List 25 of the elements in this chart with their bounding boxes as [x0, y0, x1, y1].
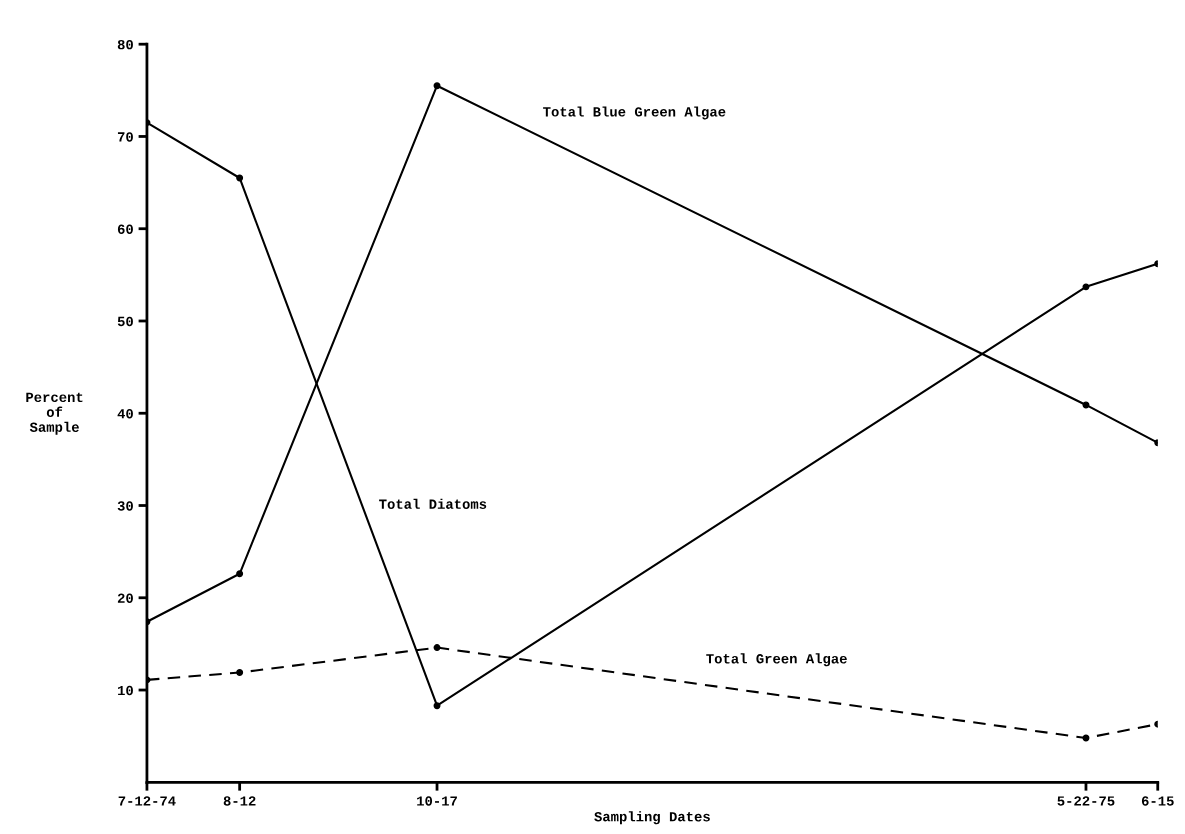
point [236, 669, 244, 676]
y-tick-label: 40 [117, 408, 133, 419]
x-tick-label: 10-17 [417, 796, 457, 806]
series-label: Total Green Algae [706, 653, 847, 667]
point [236, 174, 244, 182]
y-tick-label: 80 [117, 39, 133, 50]
y-tick-label: 30 [117, 501, 133, 511]
y-tick-label: 60 [117, 224, 133, 234]
x-tick-label: 6-15 [1141, 796, 1174, 806]
x-axis-title: Sampling Dates [594, 811, 710, 825]
y-tick-label: 50 [117, 316, 133, 327]
series-label: Total Diatoms [379, 498, 487, 509]
point [433, 702, 441, 710]
point [433, 82, 441, 90]
point [236, 570, 244, 578]
series-label: Total Blue Green Algae [543, 106, 726, 120]
x-tick-label: 5-22-75 [1057, 796, 1115, 806]
x-tick-label: 8-12 [223, 796, 256, 806]
y-axis-title: Percent of Sample [26, 392, 83, 435]
x-tick-label: 7-12-74 [118, 796, 176, 806]
point [433, 644, 441, 652]
point [1082, 283, 1090, 291]
y-tick-label: 20 [117, 593, 133, 603]
y-tick-label: 10 [118, 685, 133, 696]
y-tick-label: 70 [117, 132, 133, 142]
